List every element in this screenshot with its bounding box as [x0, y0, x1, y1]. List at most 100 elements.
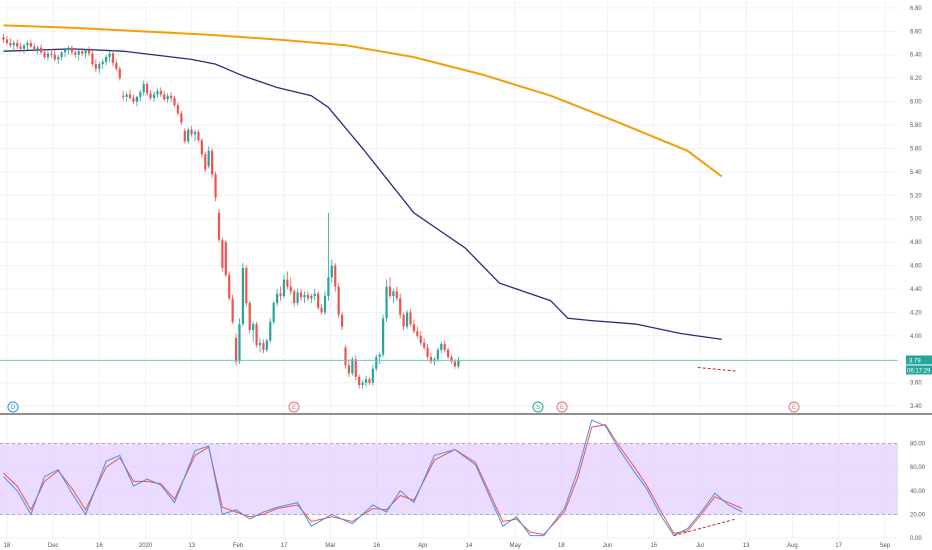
candle-body — [139, 92, 142, 97]
candle-body — [81, 51, 84, 54]
candle-body — [200, 140, 203, 155]
candle-body — [409, 312, 412, 325]
time-tick-label: Apr — [418, 543, 427, 549]
candle-body — [149, 93, 152, 99]
event-marker: S — [532, 401, 544, 413]
axes[interactable]: 6.80 6.60 6.40 6.20 6.00 5.80 5.60 5.40 5.20 5.00… — [4, 6, 932, 549]
event-marker-circle — [7, 401, 19, 413]
candle-body — [111, 53, 115, 63]
candle-body — [262, 342, 265, 350]
candle-body — [440, 344, 443, 350]
candle-body — [385, 286, 388, 319]
candle-body — [94, 64, 97, 69]
price-tick-label: 5.80 — [910, 123, 922, 129]
candle-body — [327, 277, 330, 297]
candle-body — [40, 47, 43, 53]
candle-body — [173, 98, 176, 106]
candle-body — [5, 39, 9, 43]
candle-body — [190, 129, 193, 135]
price-tick-label: 5.40 — [910, 170, 922, 176]
candle-body — [118, 68, 121, 79]
event-marker: E — [288, 401, 300, 413]
candle-body — [183, 130, 186, 142]
candle-body — [2, 37, 5, 40]
candle-body — [457, 360, 460, 367]
candle-body — [354, 359, 357, 377]
candle-body — [16, 43, 19, 47]
candle-body — [128, 94, 132, 99]
candle-body — [22, 45, 26, 49]
ma-fast-line — [3, 48, 722, 341]
stoch-tick-label: 0.00 — [910, 536, 922, 542]
candle-body — [447, 349, 450, 357]
candle-body — [245, 267, 248, 304]
time-tick-label: Feb — [233, 543, 244, 549]
time-tick-label: Jun — [603, 543, 613, 549]
candle-body — [450, 356, 453, 362]
time-tick-label: Aug — [787, 543, 798, 549]
candle-body — [313, 293, 316, 297]
candle-body — [84, 50, 87, 54]
candle-body — [46, 53, 50, 58]
event-marker: D — [7, 401, 19, 413]
stoch-k-line — [3, 419, 743, 537]
stochastic-lines — [3, 367, 743, 537]
candle-body — [358, 376, 361, 386]
candle-body — [347, 365, 351, 374]
candle-body — [105, 57, 108, 62]
candle-body — [214, 174, 217, 198]
candle-body — [228, 274, 231, 299]
candle-body — [252, 324, 255, 330]
event-marker-label: E — [292, 405, 296, 411]
candle-body — [217, 212, 221, 240]
price-tick-label: 4.40 — [910, 287, 922, 293]
candle-body — [258, 342, 262, 346]
candle-body — [340, 314, 344, 327]
event-marker-circle — [556, 401, 568, 413]
candle-body — [231, 298, 234, 322]
candle-body — [286, 279, 289, 287]
candle-body — [334, 265, 337, 287]
candle-body — [416, 331, 419, 336]
candle-body — [272, 303, 275, 322]
candle-body — [166, 95, 169, 100]
time-tick-label: 13 — [743, 543, 750, 549]
time-tick-label: Jul — [696, 543, 704, 549]
candle-body — [101, 61, 104, 65]
candle-body — [63, 50, 67, 53]
event-marker-circle — [788, 401, 800, 413]
candle-body — [255, 324, 258, 346]
candle-body — [197, 132, 200, 141]
last-price-value: 3.79 — [909, 358, 921, 364]
candle-body — [293, 291, 296, 304]
candle-body — [163, 94, 166, 100]
candle-body — [60, 52, 63, 58]
candle-body — [132, 98, 135, 102]
candle-body — [436, 349, 439, 360]
candle-body — [12, 43, 15, 46]
candle-body — [276, 293, 279, 304]
candle-body — [317, 293, 320, 308]
time-tick-label: 18 — [558, 543, 565, 549]
candle-body — [193, 132, 197, 135]
event-marker-label: E — [560, 405, 564, 411]
price-tick-label: 6.20 — [910, 76, 922, 82]
candle-body — [125, 94, 128, 97]
candle-body — [330, 265, 333, 278]
candle-body — [361, 382, 364, 386]
candle-body — [265, 340, 268, 350]
stoch-tick-label: 40.00 — [910, 489, 926, 495]
price-tick-label: 4.80 — [910, 240, 922, 246]
countdown-tag-bg — [906, 365, 932, 375]
candle-body — [50, 53, 53, 55]
candle-body — [142, 84, 145, 93]
candle-body — [115, 62, 118, 69]
candle-body — [26, 43, 29, 46]
candle-body — [371, 368, 374, 383]
price-tick-label: 6.00 — [910, 100, 922, 106]
candle-body — [204, 154, 207, 170]
last-price-tag: 3.79 — [906, 355, 932, 365]
stoch-tick-label: 60.00 — [910, 465, 926, 471]
stoch-tick-label: 20.00 — [910, 512, 926, 518]
